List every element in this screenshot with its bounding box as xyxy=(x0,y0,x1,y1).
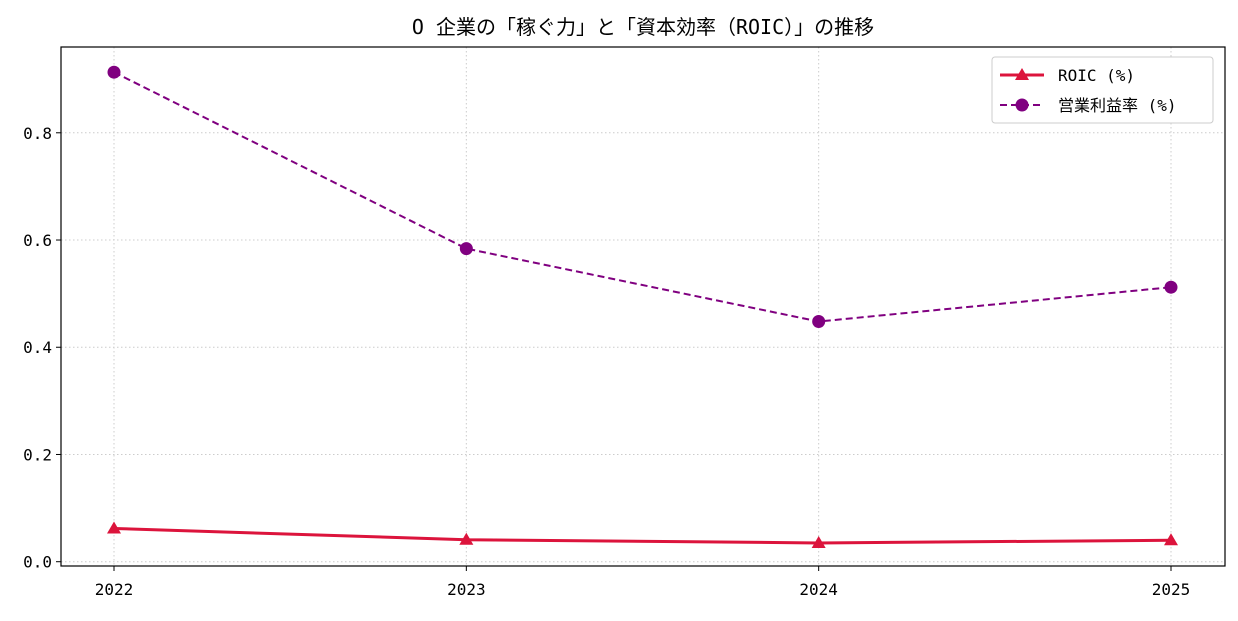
x-tick-label: 2023 xyxy=(447,580,486,599)
x-tick-label: 2025 xyxy=(1152,580,1191,599)
legend: ROIC (%) 営業利益率 (%) xyxy=(991,56,1214,124)
legend-label-roic: ROIC (%) xyxy=(1058,66,1135,85)
series-line-roic xyxy=(113,526,1172,545)
x-tick-label: 2022 xyxy=(95,580,134,599)
series-layer xyxy=(107,65,1178,548)
data-point-roic xyxy=(459,532,474,545)
chart-title: O 企業の「稼ぐ力」と「資本効率（ROIC）」の推移 xyxy=(412,15,874,39)
data-point-roic xyxy=(811,535,826,548)
grid xyxy=(61,47,1225,566)
data-point-roic xyxy=(107,521,121,534)
y-tick-label: 0.0 xyxy=(23,553,52,572)
legend-marker-roic xyxy=(1015,68,1029,80)
y-tick-label: 0.8 xyxy=(23,124,52,143)
data-point-operating-margin xyxy=(812,315,826,329)
plot-frame xyxy=(60,46,1226,567)
data-point-roic xyxy=(1164,533,1178,546)
legend-box xyxy=(991,56,1214,124)
y-tick-label: 0.4 xyxy=(23,338,52,357)
data-point-operating-margin xyxy=(107,65,121,79)
x-tick-label: 2024 xyxy=(799,580,838,599)
legend-label-operating-margin: 営業利益率 (%) xyxy=(1058,96,1177,115)
data-point-operating-margin xyxy=(1164,280,1178,294)
y-tick-label: 0.6 xyxy=(23,231,52,250)
legend-marker-operating-margin xyxy=(1015,98,1029,112)
data-point-operating-margin xyxy=(459,242,473,256)
axes: 2022 2023 2024 2025 0.0 0.2 0.4 0.6 0.8 xyxy=(23,124,1190,599)
series-line-operating-margin xyxy=(113,71,1172,323)
y-tick-label: 0.2 xyxy=(23,445,52,464)
